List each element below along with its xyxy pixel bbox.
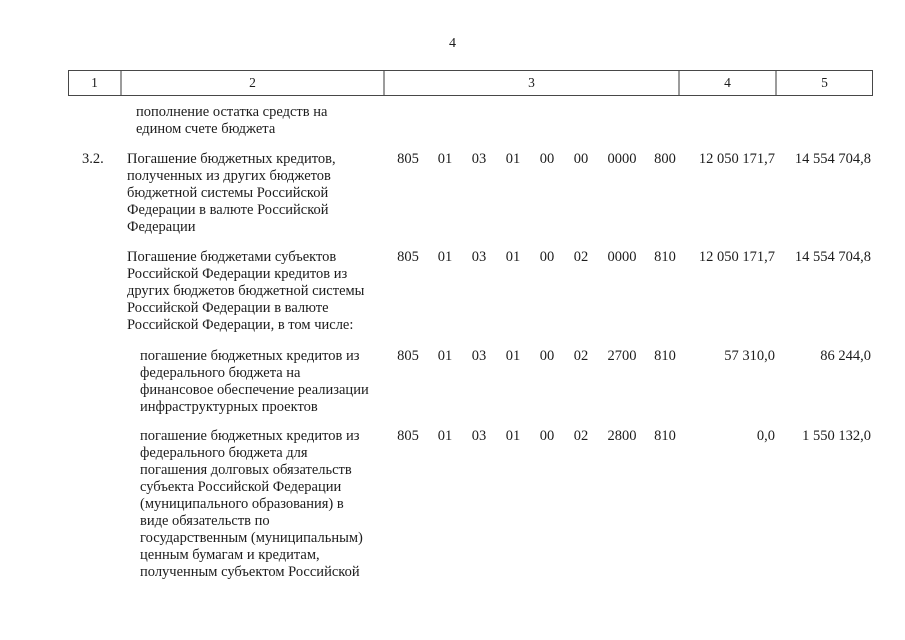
code-group: 01 — [505, 151, 521, 167]
column-header-5: 5 — [777, 71, 873, 95]
table-column-header: 1 2 3 4 5 — [68, 70, 873, 96]
code-subsection: 03 — [471, 348, 487, 364]
code-subgroup: 00 — [539, 249, 555, 265]
row-text: Погашение бюджетами субъектов Российской… — [127, 249, 365, 333]
code-article: 02 — [573, 348, 589, 364]
code-subarticle: 0000 — [607, 249, 637, 265]
code-chapter: 805 — [397, 348, 419, 364]
row-amount-col4: 12 050 171,7 — [698, 151, 775, 167]
code-section: 01 — [437, 428, 453, 444]
column-header-2: 2 — [122, 71, 385, 95]
code-group: 01 — [505, 249, 521, 265]
code-chapter: 805 — [397, 249, 419, 265]
code-section: 01 — [437, 151, 453, 167]
code-subarticle: 2800 — [607, 428, 637, 444]
row-text: Погашение бюджетных кредитов, полученных… — [127, 151, 336, 235]
row-amount-col4: 12 050 171,7 — [698, 249, 775, 265]
row-text: пополнение остатка средств на едином сче… — [136, 104, 328, 137]
code-type: 810 — [654, 249, 676, 265]
code-subarticle: 0000 — [607, 151, 637, 167]
row-amount-col5: 14 554 704,8 — [794, 151, 871, 167]
column-header-4: 4 — [680, 71, 777, 95]
row-budget-codes: 805 01 03 01 00 02 2700 810 — [388, 348, 684, 365]
code-subsection: 03 — [471, 428, 487, 444]
code-group: 01 — [505, 428, 521, 444]
row-amount-col5: 86 244,0 — [820, 348, 871, 364]
row-budget-codes: 805 01 03 01 00 02 0000 810 — [388, 249, 684, 266]
row-amount-col5: 1 550 132,0 — [802, 428, 871, 444]
code-subgroup: 00 — [539, 348, 555, 364]
column-header-3: 3 — [385, 71, 680, 95]
code-article: 00 — [573, 151, 589, 167]
code-type: 800 — [654, 151, 676, 167]
row-number: 3.2. — [82, 151, 104, 167]
row-budget-codes: 805 01 03 01 00 02 2800 810 — [388, 428, 684, 445]
row-budget-codes: 805 01 03 01 00 00 0000 800 — [388, 151, 684, 168]
code-article: 02 — [573, 428, 589, 444]
code-chapter: 805 — [397, 151, 419, 167]
code-section: 01 — [437, 249, 453, 265]
code-subarticle: 2700 — [607, 348, 637, 364]
column-header-1: 1 — [68, 71, 122, 95]
code-subsection: 03 — [471, 249, 487, 265]
row-amount-col4: 0,0 — [756, 428, 775, 444]
row-text: погашение бюджетных кредитов из федераль… — [140, 428, 363, 580]
code-subgroup: 00 — [539, 428, 555, 444]
row-text: погашение бюджетных кредитов из федераль… — [140, 348, 369, 415]
code-article: 02 — [573, 249, 589, 265]
row-amount-col5: 14 554 704,8 — [794, 249, 871, 265]
code-group: 01 — [505, 348, 521, 364]
row-amount-col4: 57 310,0 — [724, 348, 775, 364]
code-type: 810 — [654, 428, 676, 444]
code-chapter: 805 — [397, 428, 419, 444]
page-number: 4 — [449, 36, 456, 51]
code-section: 01 — [437, 348, 453, 364]
code-subgroup: 00 — [539, 151, 555, 167]
code-subsection: 03 — [471, 151, 487, 167]
code-type: 810 — [654, 348, 676, 364]
